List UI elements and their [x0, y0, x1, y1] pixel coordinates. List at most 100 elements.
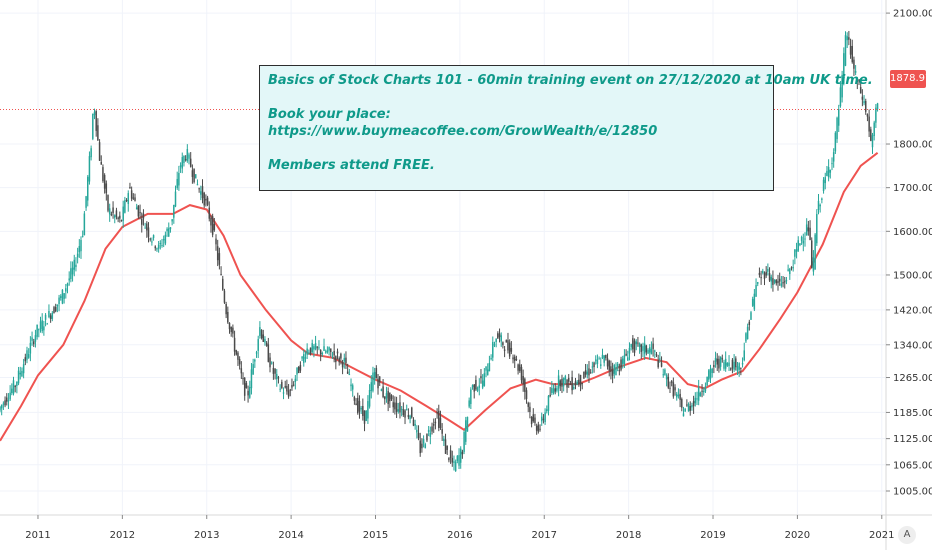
candle-body: [650, 348, 653, 355]
candle-body: [416, 429, 418, 433]
candle-body: [103, 175, 106, 189]
candle-body: [122, 206, 124, 221]
candle-body: [17, 370, 20, 384]
candle-body: [173, 204, 175, 218]
annotation-line-1: Basics of Stock Charts 101 - 60min train…: [268, 73, 873, 88]
candle-body: [394, 402, 396, 410]
candle-body: [346, 371, 349, 374]
candle-body: [168, 228, 170, 237]
candle-body: [299, 364, 302, 371]
candle-body: [26, 350, 28, 360]
candle-body: [274, 368, 276, 374]
candle-body: [183, 155, 185, 163]
candle-body: [490, 358, 492, 360]
candle-body: [238, 359, 241, 365]
candle-body: [405, 409, 408, 411]
candle-body: [375, 368, 378, 378]
candle-body: [407, 414, 410, 418]
candle-body: [19, 372, 22, 375]
candle-body: [254, 359, 256, 362]
x-tick-label: 2014: [278, 530, 303, 541]
candle-body: [632, 338, 634, 350]
candle-body: [697, 386, 700, 401]
candle-body: [203, 192, 205, 206]
candle-body: [4, 400, 6, 406]
candle-body: [270, 362, 273, 364]
candle-body: [218, 253, 221, 265]
candle-body: [6, 397, 8, 402]
candle-body: [21, 370, 23, 377]
candle-body: [441, 429, 443, 434]
candle-body: [794, 249, 796, 257]
candle-body: [708, 370, 710, 380]
candle-body: [48, 310, 50, 318]
candle-body: [755, 284, 757, 297]
candle-body: [387, 391, 389, 405]
candle-body: [348, 374, 351, 376]
candle-body: [80, 240, 82, 252]
candle-body: [554, 388, 556, 392]
candle-body: [102, 167, 104, 181]
candle-body: [169, 227, 172, 230]
candle-body: [620, 359, 622, 370]
candle-body: [670, 381, 673, 383]
candle-body: [549, 394, 551, 397]
candle-body: [189, 158, 192, 167]
candle-body: [699, 392, 702, 397]
candle-body: [537, 424, 540, 432]
candle-body: [161, 245, 163, 247]
candle-body: [250, 369, 253, 389]
candle-body: [508, 342, 511, 357]
candle-body: [438, 410, 440, 428]
candle-body: [232, 327, 234, 334]
candle-body: [265, 342, 268, 346]
candle-body: [610, 366, 612, 372]
candle-body: [594, 359, 597, 361]
auto-scale-button[interactable]: A: [898, 526, 916, 544]
candle-body: [215, 238, 217, 245]
candle-body: [846, 36, 848, 41]
candle-body: [714, 357, 717, 362]
y-tick-label: 1800.00: [893, 140, 932, 151]
candle-body: [741, 363, 744, 365]
candle-body: [851, 46, 853, 63]
candle-body: [589, 372, 592, 374]
candle-body: [424, 444, 427, 449]
candle-body: [827, 167, 830, 178]
candle-body: [797, 240, 799, 251]
candle-body: [309, 347, 312, 354]
candle-body: [459, 448, 462, 463]
candle-body: [422, 439, 425, 444]
candle-body: [647, 350, 649, 354]
candle-body: [85, 196, 87, 208]
candle-body: [411, 407, 413, 418]
candle-body: [858, 80, 860, 82]
candle-body: [301, 356, 303, 359]
annotation-line-4: Members attend FREE.: [268, 158, 435, 173]
candle-body: [399, 402, 401, 413]
candle-body: [507, 340, 509, 351]
candle-body: [871, 135, 874, 148]
candle-body: [60, 296, 62, 298]
candle-body: [88, 156, 91, 182]
candle-body: [44, 314, 47, 320]
candle-body: [409, 415, 411, 420]
candle-body: [141, 219, 143, 225]
candle-body: [417, 432, 420, 439]
annotation-link[interactable]: https://www.buymeacoffee.com/GrowWealth/…: [268, 124, 658, 139]
candle-body: [495, 338, 497, 343]
chart-grid: [0, 0, 886, 515]
candle-body: [655, 354, 658, 356]
candle-body: [225, 304, 227, 315]
candle-body: [493, 344, 496, 346]
candle-body: [377, 378, 379, 389]
candle-body: [164, 234, 167, 244]
candle-body: [470, 389, 472, 404]
candle-body: [476, 387, 479, 391]
candle-body: [682, 413, 685, 417]
candle-body: [497, 333, 499, 339]
candle-body: [669, 387, 671, 389]
candle-body: [635, 341, 637, 345]
candle-body: [569, 383, 572, 385]
